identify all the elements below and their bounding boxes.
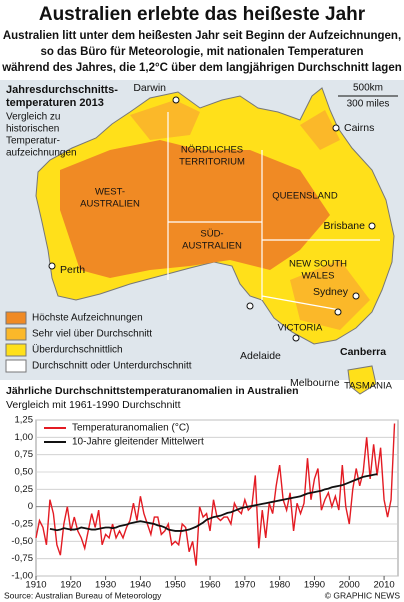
borders <box>167 112 380 311</box>
subtitle-line: während des Jahres, die 1,2°C über dem l… <box>1 62 402 74</box>
credit: © GRAPHIC NEWS <box>325 590 401 600</box>
x-tick-label: 1930 <box>95 580 116 591</box>
plot: 1,25 1,00 0,75 0,50 0,25 0 -0,25 -0,50 -0,75 -1,0… <box>11 415 399 591</box>
legend-swatch <box>5 311 27 325</box>
source: Source: Australian Bureau of Meteorology <box>4 590 162 600</box>
map-title: Jahresdurchschnitts- <box>6 84 118 96</box>
x-tick-label: 1910 <box>25 580 46 591</box>
cities <box>48 96 376 342</box>
y-tick-label: 0,75 <box>15 449 34 460</box>
city-dot <box>292 334 300 342</box>
region-label: VICTORIA <box>278 323 323 334</box>
map-subtitle: aufzeichnungen <box>6 148 77 159</box>
title: Australien erlebte das heißeste Jahr <box>39 4 366 25</box>
x-tick-label: 1970 <box>234 580 255 591</box>
region-label: WEST- <box>95 187 125 198</box>
chart-subtitle: Vergleich mit 1961-1990 Durchschnitt <box>6 399 181 411</box>
series-line <box>35 423 396 566</box>
tasmania <box>347 365 377 395</box>
region-label: AUSTRALIEN <box>182 241 242 252</box>
city-label: Perth <box>60 264 85 276</box>
map-subtitle: Temperatur- <box>6 136 60 147</box>
map-subtitle: historischen <box>6 124 59 135</box>
city-dot <box>246 302 254 310</box>
legend-label: Temperaturanomalien (°C) <box>72 423 189 434</box>
y-tick-label: 1,00 <box>15 432 34 443</box>
legend-label: Durchschnitt oder Unterdurchschnitt <box>32 361 192 372</box>
x-tick-label: 2010 <box>374 580 395 591</box>
city-dot <box>334 308 342 316</box>
x-tick-label: 2000 <box>339 580 360 591</box>
region-label: QUEENSLAND <box>272 191 338 202</box>
map-legend: Höchste Aufzeichnungen Sehr viel über Dur… <box>5 311 192 373</box>
city-dot <box>352 292 360 300</box>
legend-label: Überdurchschnittlich <box>32 344 123 356</box>
y-tick-label: -0,50 <box>11 536 33 547</box>
city-label: Darwin <box>133 82 166 94</box>
region-label: TASMANIA <box>344 381 393 392</box>
city-dot <box>368 222 376 230</box>
city-label: Brisbane <box>324 220 366 232</box>
legend-label: Höchste Aufzeichnungen <box>32 313 143 324</box>
y-tick-label: 0,50 <box>15 467 34 478</box>
y-tick-label: 1,25 <box>15 415 34 426</box>
x-tick-label: 1990 <box>304 580 325 591</box>
above-area <box>130 100 370 330</box>
y-tick-label: 0,25 <box>15 484 34 495</box>
region-label: NEW SOUTH <box>289 259 347 270</box>
scale-label: 500km <box>353 83 383 94</box>
y-tick-label: 0 <box>28 501 33 512</box>
x-tick-label: 1920 <box>60 580 81 591</box>
subtitle-line: so das Büro für Meteorologie, mit nation… <box>40 46 363 58</box>
city-dot <box>48 262 56 270</box>
legend-swatch <box>5 343 27 357</box>
y-tick-label: -0,75 <box>11 553 33 564</box>
legend-swatch <box>5 327 27 341</box>
legend-label: Sehr viel über Durchschnitt <box>32 329 152 340</box>
city-label: Adelaide <box>240 350 281 362</box>
city-label: Cairns <box>344 122 374 134</box>
scale-label: 300 miles <box>347 99 390 110</box>
legend-swatch <box>5 359 27 373</box>
x-tick-label: 1950 <box>165 580 186 591</box>
city-dot <box>172 96 180 104</box>
map-subtitle: Vergleich zu <box>6 112 60 123</box>
chart-title: Jährliche Durchschnittstemperaturanomali… <box>6 385 299 397</box>
series-line <box>49 473 378 532</box>
region-label: SÜD- <box>200 229 223 240</box>
city-label: Melbourne <box>290 377 340 389</box>
city-label: Canberra <box>340 346 386 358</box>
region-label: AUSTRALIEN <box>80 199 140 210</box>
city-label: Sydney <box>313 286 349 298</box>
map-title: temperaturen 2013 <box>6 97 104 109</box>
x-tick-label: 1960 <box>199 580 220 591</box>
region-label: NÖRDLICHES <box>181 145 243 156</box>
city-dot <box>332 124 340 132</box>
legend-label: 10-Jahre gleitender Mittelwert <box>72 437 204 448</box>
subtitle-line: Australien litt unter dem heißesten Jahr… <box>3 30 401 42</box>
x-tick-label: 1940 <box>130 580 151 591</box>
region-label: WALES <box>302 271 335 282</box>
y-tick-label: -0,25 <box>11 519 33 530</box>
y-tick-label: -1,00 <box>11 571 33 582</box>
x-tick-label: 1980 <box>269 580 290 591</box>
region-label: TERRITORIUM <box>179 157 245 168</box>
